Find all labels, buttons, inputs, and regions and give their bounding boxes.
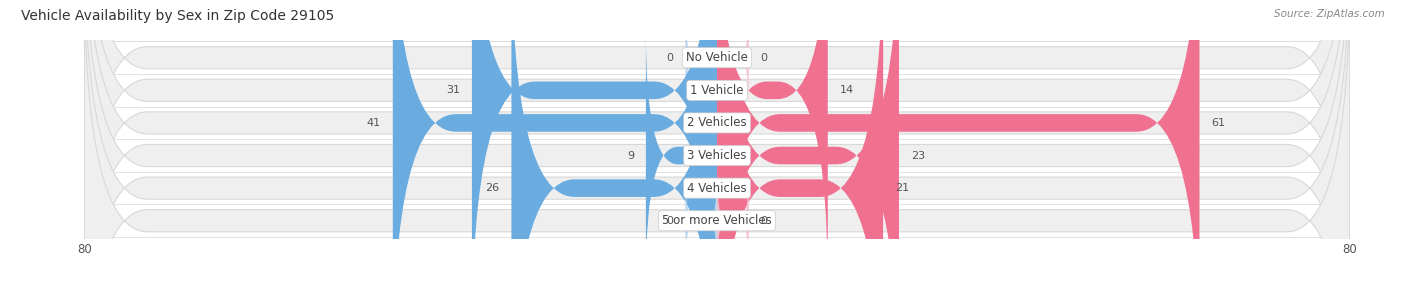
Text: 21: 21 [896,183,910,193]
Text: 3 Vehicles: 3 Vehicles [688,149,747,162]
Text: 4 Vehicles: 4 Vehicles [688,182,747,195]
Text: No Vehicle: No Vehicle [686,51,748,64]
Text: 2 Vehicles: 2 Vehicles [688,116,747,129]
FancyBboxPatch shape [717,0,1199,306]
Text: 61: 61 [1212,118,1226,128]
FancyBboxPatch shape [717,0,898,306]
Text: 0: 0 [761,53,768,63]
Text: 9: 9 [627,151,634,161]
FancyBboxPatch shape [84,0,1350,306]
FancyBboxPatch shape [84,0,1350,306]
FancyBboxPatch shape [472,0,717,306]
FancyBboxPatch shape [717,171,749,271]
Text: 0: 0 [761,216,768,226]
Text: Source: ZipAtlas.com: Source: ZipAtlas.com [1274,9,1385,19]
FancyBboxPatch shape [512,0,717,306]
FancyBboxPatch shape [84,0,1350,306]
Text: 26: 26 [485,183,499,193]
Text: 31: 31 [446,85,460,95]
Text: 23: 23 [911,151,925,161]
FancyBboxPatch shape [392,0,717,306]
FancyBboxPatch shape [686,171,717,271]
FancyBboxPatch shape [84,0,1350,306]
Text: 0: 0 [666,216,673,226]
FancyBboxPatch shape [84,0,1350,306]
FancyBboxPatch shape [717,0,828,287]
FancyBboxPatch shape [645,32,717,279]
FancyBboxPatch shape [717,8,749,108]
Text: 1 Vehicle: 1 Vehicle [690,84,744,97]
FancyBboxPatch shape [717,0,883,306]
Text: 41: 41 [367,118,381,128]
FancyBboxPatch shape [84,0,1350,306]
FancyBboxPatch shape [686,8,717,108]
Text: Vehicle Availability by Sex in Zip Code 29105: Vehicle Availability by Sex in Zip Code … [21,9,335,23]
Text: 5 or more Vehicles: 5 or more Vehicles [662,214,772,227]
Text: 0: 0 [666,53,673,63]
Text: 14: 14 [839,85,853,95]
